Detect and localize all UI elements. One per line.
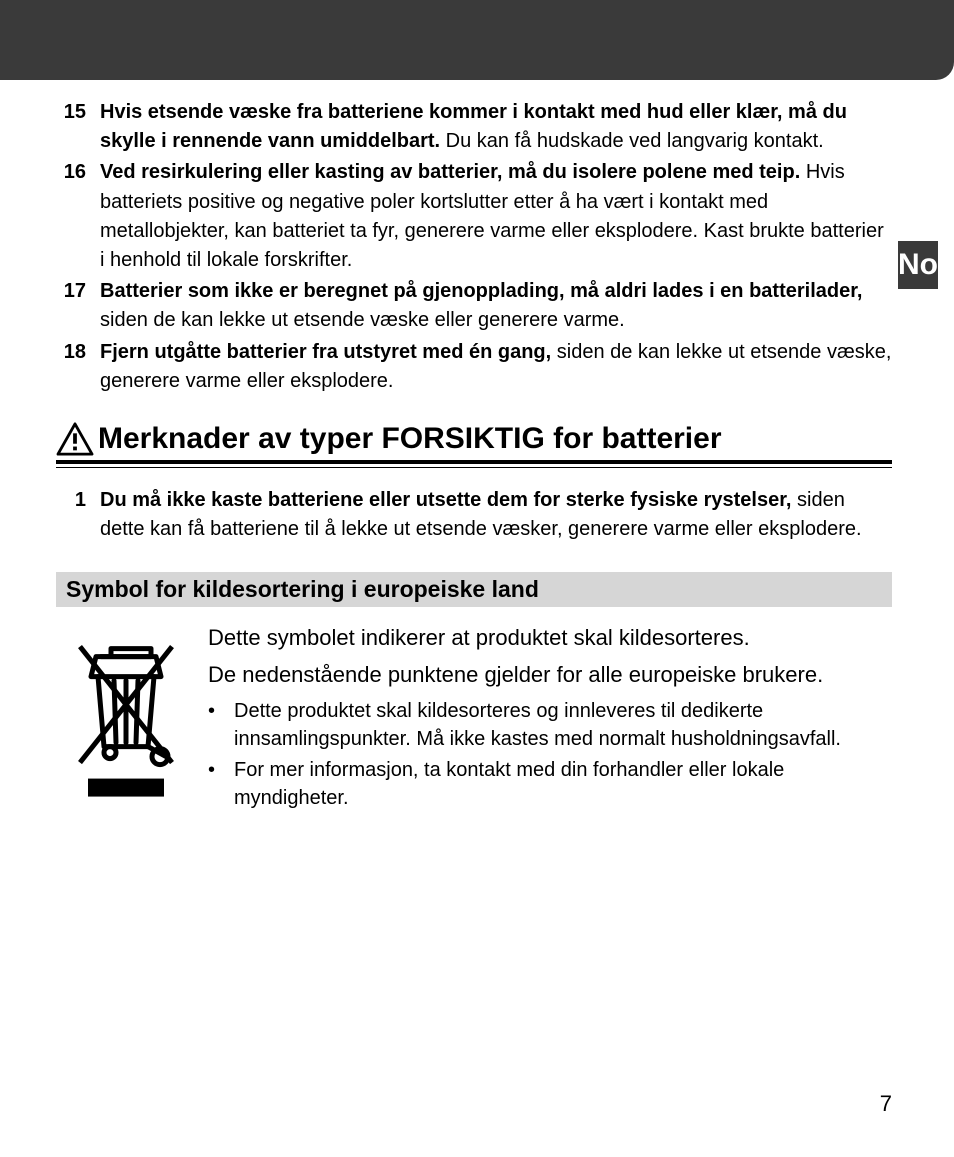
list-item: 17Batterier som ikke er beregnet på gjen… bbox=[56, 277, 892, 335]
header-bar bbox=[0, 0, 954, 80]
item-number: 1 bbox=[56, 486, 100, 544]
bullet-marker: • bbox=[208, 697, 234, 754]
item-bold-text: Batterier som ikke er beregnet på gjenop… bbox=[100, 280, 862, 302]
symbol-text: Dette symbolet indikerer at produktet sk… bbox=[208, 623, 892, 814]
warning-list: 15Hvis etsende væske fra batteriene komm… bbox=[56, 98, 892, 396]
weee-bin-icon bbox=[66, 623, 186, 814]
item-body: Fjern utgåtte batterier fra utstyret med… bbox=[100, 338, 892, 396]
symbol-block: Dette symbolet indikerer at produktet sk… bbox=[56, 623, 892, 814]
item-body: Batterier som ikke er beregnet på gjenop… bbox=[100, 277, 892, 335]
item-body: Hvis etsende væske fra batteriene kommer… bbox=[100, 98, 892, 156]
item-bold-text: Du må ikke kaste batteriene eller utsett… bbox=[100, 489, 791, 511]
bullet-text: Dette produktet skal kildesorteres og in… bbox=[234, 697, 892, 754]
item-bold-text: Fjern utgåtte batterier fra utstyret med… bbox=[100, 341, 551, 363]
item-number: 18 bbox=[56, 338, 100, 396]
item-body: Ved resirkulering eller kasting av batte… bbox=[100, 158, 892, 275]
section-heading: Merknader av typer FORSIKTIG for batteri… bbox=[56, 422, 892, 464]
bullet-marker: • bbox=[208, 756, 234, 813]
symbol-paragraph: De nedenstående punktene gjelder for all… bbox=[208, 660, 892, 691]
page-content: 15Hvis etsende væske fra batteriene komm… bbox=[0, 80, 954, 814]
bullet-item: •For mer informasjon, ta kontakt med din… bbox=[208, 756, 892, 813]
item-number: 15 bbox=[56, 98, 100, 156]
bullet-text: For mer informasjon, ta kontakt med din … bbox=[234, 756, 892, 813]
list-item: 18Fjern utgåtte batterier fra utstyret m… bbox=[56, 338, 892, 396]
item-number: 16 bbox=[56, 158, 100, 275]
item-number: 17 bbox=[56, 277, 100, 335]
language-tab: No bbox=[898, 241, 938, 289]
page-number: 7 bbox=[880, 1091, 892, 1117]
item-bold-text: Ved resirkulering eller kasting av batte… bbox=[100, 161, 800, 183]
sub-heading: Symbol for kildesortering i europeiske l… bbox=[56, 572, 892, 607]
caution-list: 1Du må ikke kaste batteriene eller utset… bbox=[56, 486, 892, 544]
symbol-paragraph: Dette symbolet indikerer at produktet sk… bbox=[208, 623, 892, 654]
bullet-item: •Dette produktet skal kildesorteres og i… bbox=[208, 697, 892, 754]
section-title: Merknader av typer FORSIKTIG for batteri… bbox=[98, 422, 722, 456]
item-body: Du må ikke kaste batteriene eller utsett… bbox=[100, 486, 892, 544]
list-item: 1Du må ikke kaste batteriene eller utset… bbox=[56, 486, 892, 544]
list-item: 15Hvis etsende væske fra batteriene komm… bbox=[56, 98, 892, 156]
list-item: 16Ved resirkulering eller kasting av bat… bbox=[56, 158, 892, 275]
warning-icon bbox=[56, 422, 94, 456]
item-rest-text: Du kan få hudskade ved langvarig kontakt… bbox=[440, 130, 824, 152]
bullet-list: •Dette produktet skal kildesorteres og i… bbox=[208, 697, 892, 813]
item-rest-text: siden de kan lekke ut etsende væske elle… bbox=[100, 309, 625, 331]
